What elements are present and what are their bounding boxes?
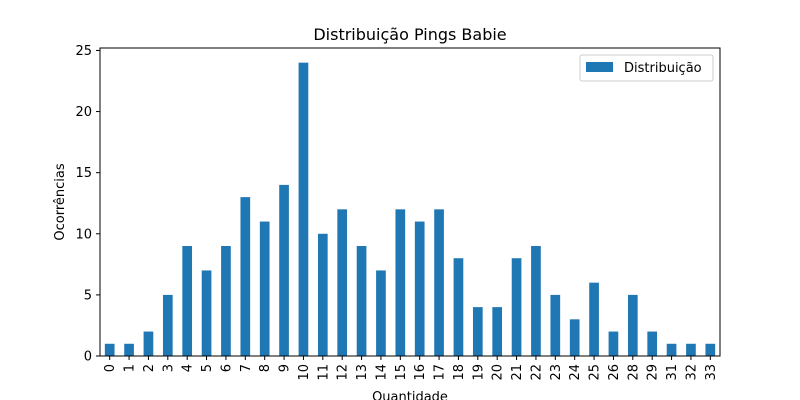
bar-28 [627, 294, 638, 356]
bar-20 [492, 307, 503, 356]
x-tick-label: 13 [355, 364, 370, 381]
legend-label: Distribuição [624, 61, 702, 76]
bar-6 [221, 246, 231, 356]
x-tick-label: 33 [704, 364, 719, 381]
x-tick-label: 2 [142, 364, 157, 372]
bar-21 [511, 258, 522, 356]
x-tick-label: 6 [219, 364, 234, 372]
bar-24 [569, 319, 580, 356]
bar-19 [472, 307, 483, 356]
x-tick-label: 22 [529, 364, 544, 381]
bar-13 [356, 246, 367, 356]
bar-7 [240, 197, 251, 356]
bar-2 [143, 331, 154, 356]
x-tick-label: 31 [665, 364, 680, 381]
bar-9 [279, 184, 289, 356]
x-tick-label: 14 [374, 364, 389, 381]
bar-11 [317, 233, 328, 356]
bar-14 [376, 270, 386, 356]
y-axis-label: Ocorrências [53, 163, 68, 240]
y-tick-label: 10 [75, 227, 92, 242]
x-tick-label: 0 [103, 364, 118, 372]
y-tick-label: 20 [75, 105, 92, 120]
x-tick-label: 17 [433, 364, 448, 381]
x-tick-label: 7 [239, 364, 254, 372]
chart-title: Distribuição Pings Babie [313, 25, 506, 44]
plot-frame [99, 47, 721, 357]
x-tick-label: 15 [394, 364, 409, 381]
bar-18 [453, 258, 464, 356]
x-axis-label: Quantidade [372, 390, 448, 400]
y-tick-label: 15 [75, 166, 92, 181]
bar-26 [608, 331, 619, 356]
x-tick-label: 32 [684, 364, 699, 381]
x-tick-label: 16 [413, 364, 428, 381]
bar-22 [531, 246, 541, 356]
bar-32 [686, 343, 696, 356]
x-tick-label: 23 [549, 364, 564, 381]
bar-33 [705, 343, 716, 356]
x-tick-label: 18 [452, 364, 467, 381]
x-tick-label: 12 [336, 364, 351, 381]
bar-3 [162, 294, 173, 356]
legend: Distribuição [579, 54, 714, 82]
x-tick-label: 1 [123, 364, 138, 372]
x-tick-label: 21 [510, 364, 525, 381]
bar-0 [104, 343, 115, 356]
x-tick-label: 9 [278, 364, 293, 372]
bar-15 [395, 209, 406, 356]
y-axis-ticks: 0 5 10 15 20 25 [75, 44, 100, 365]
bar-10 [298, 62, 309, 357]
x-tick-label: 29 [646, 364, 661, 381]
bar-17 [434, 209, 444, 356]
x-tick-label: 26 [607, 364, 622, 381]
bar-25 [589, 282, 599, 356]
x-tick-label: 25 [588, 364, 603, 381]
bar-4 [182, 246, 193, 356]
x-tick-label: 28 [626, 364, 641, 381]
x-tick-label: 4 [181, 364, 196, 372]
bar-31 [666, 343, 677, 356]
legend-swatch [586, 62, 613, 72]
y-tick-label: 25 [75, 44, 92, 59]
y-tick-label: 5 [84, 288, 92, 303]
x-tick-label: 5 [200, 364, 215, 372]
bar-5 [201, 270, 212, 356]
x-axis-ticks: 0 1 2 3 4 5 6 7 8 9 10 11 12 13 14 15 16 17 18 19 20 21 22 23 24… [103, 356, 719, 381]
bar-12 [337, 209, 348, 356]
bar-16 [414, 221, 425, 356]
x-tick-label: 20 [491, 364, 506, 381]
x-tick-label: 8 [258, 364, 273, 372]
x-tick-label: 19 [471, 364, 486, 381]
x-tick-label: 3 [161, 364, 176, 372]
x-tick-label: 10 [297, 364, 312, 381]
bar-23 [550, 294, 561, 356]
x-tick-label: 11 [316, 364, 331, 381]
legend-box [579, 54, 714, 82]
bar-29 [647, 331, 658, 356]
y-tick-label: 0 [84, 350, 92, 365]
bar-8 [259, 221, 270, 356]
bars-group [104, 62, 716, 357]
bar-1 [124, 343, 134, 356]
x-tick-label: 24 [568, 364, 583, 381]
